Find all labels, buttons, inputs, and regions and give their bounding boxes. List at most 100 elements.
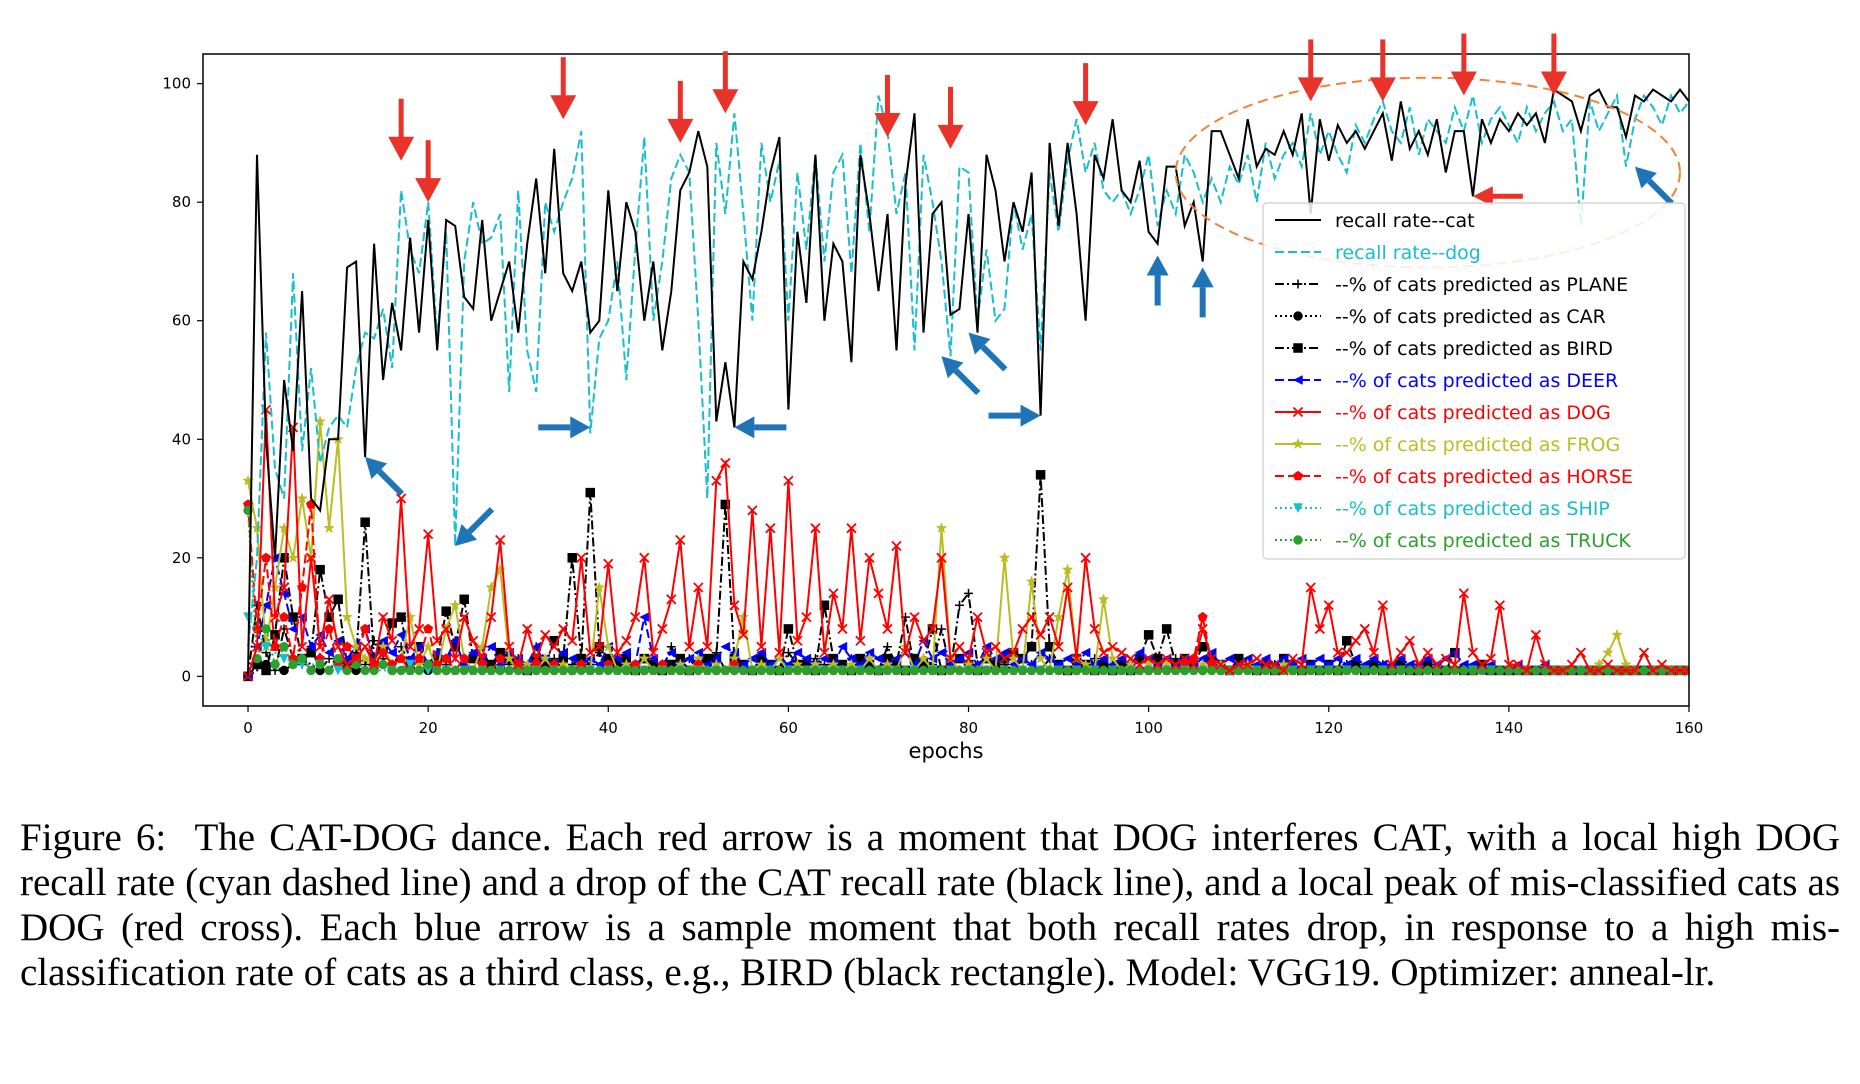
data-point bbox=[657, 623, 668, 635]
data-point bbox=[1106, 652, 1119, 664]
legend-entry: recall rate--dog bbox=[1275, 242, 1481, 264]
legend-label: --% of cats predicted as TRUCK bbox=[1335, 530, 1631, 552]
data-point bbox=[693, 665, 704, 676]
legend-box bbox=[1262, 202, 1686, 560]
data-point bbox=[1098, 653, 1109, 664]
data-point bbox=[1369, 665, 1379, 676]
data-point bbox=[999, 653, 1010, 664]
data-point bbox=[1656, 659, 1668, 670]
red-arrow bbox=[1540, 33, 1567, 96]
data-point bbox=[1458, 588, 1469, 599]
data-point bbox=[1423, 665, 1433, 676]
data-point bbox=[269, 581, 281, 593]
legend-entry: recall rate--cat bbox=[1275, 210, 1475, 232]
x-axis-label: epochs bbox=[909, 739, 984, 763]
legend-entry: --% of cats predicted as SHIP bbox=[1275, 498, 1610, 520]
data-point bbox=[1107, 665, 1118, 676]
blue-arrow bbox=[1146, 255, 1169, 306]
data-point bbox=[630, 611, 641, 623]
data-point bbox=[296, 492, 308, 504]
data-point bbox=[549, 641, 560, 652]
data-point bbox=[639, 612, 650, 622]
data-point bbox=[1629, 665, 1641, 676]
data-point bbox=[315, 564, 325, 575]
data-point bbox=[657, 665, 668, 676]
data-point bbox=[333, 653, 343, 664]
data-point bbox=[278, 588, 289, 599]
data-point bbox=[1342, 665, 1352, 676]
data-point bbox=[1143, 665, 1154, 676]
data-point bbox=[882, 642, 892, 652]
x-tick-label: 0 bbox=[243, 719, 253, 737]
data-point bbox=[1090, 654, 1100, 664]
data-point bbox=[441, 623, 452, 635]
data-point bbox=[261, 665, 271, 676]
data-point bbox=[990, 641, 1001, 652]
data-point bbox=[837, 641, 848, 652]
data-point bbox=[567, 665, 577, 676]
legend-label: recall rate--dog bbox=[1335, 242, 1481, 264]
data-point bbox=[1062, 582, 1073, 593]
data-point bbox=[1017, 623, 1028, 635]
data-point bbox=[449, 599, 461, 611]
legend-marker bbox=[1293, 311, 1303, 321]
data-point bbox=[477, 653, 488, 664]
data-point bbox=[378, 647, 389, 657]
data-point bbox=[558, 665, 568, 676]
legend-marker bbox=[1293, 343, 1303, 353]
data-point bbox=[1098, 665, 1109, 676]
data-point bbox=[612, 653, 623, 664]
series-line-1 bbox=[247, 92, 1689, 647]
data-point bbox=[1360, 665, 1370, 676]
data-point bbox=[377, 611, 389, 623]
data-point bbox=[846, 665, 857, 676]
series-line-0 bbox=[247, 87, 1689, 677]
data-point bbox=[1044, 611, 1055, 623]
data-point bbox=[1053, 641, 1064, 652]
data-point bbox=[1188, 659, 1199, 670]
data-point bbox=[351, 659, 361, 670]
data-point bbox=[1494, 600, 1506, 611]
data-point bbox=[1639, 665, 1649, 676]
data-point bbox=[342, 665, 352, 676]
data-point bbox=[323, 594, 335, 605]
data-point bbox=[1242, 659, 1253, 670]
y-tick-label: 60 bbox=[172, 312, 191, 330]
data-point bbox=[1305, 582, 1316, 593]
data-point bbox=[774, 647, 785, 658]
data-point bbox=[783, 648, 793, 658]
data-point bbox=[1233, 659, 1244, 670]
data-point bbox=[1674, 665, 1686, 676]
data-point bbox=[1296, 659, 1307, 670]
data-point bbox=[323, 522, 335, 534]
data-point bbox=[360, 623, 371, 634]
data-point bbox=[279, 611, 290, 622]
data-point bbox=[1315, 665, 1325, 676]
data-point bbox=[621, 647, 632, 658]
data-point bbox=[873, 653, 884, 664]
data-point bbox=[251, 641, 263, 652]
data-point bbox=[1161, 624, 1172, 634]
data-point bbox=[1620, 665, 1632, 676]
data-point bbox=[1647, 665, 1659, 676]
data-point bbox=[1459, 665, 1469, 676]
data-point bbox=[774, 665, 785, 676]
data-point bbox=[1521, 665, 1533, 676]
data-point bbox=[405, 659, 416, 670]
data-point bbox=[1440, 653, 1451, 664]
data-point bbox=[891, 665, 902, 676]
legend-entry: --% of cats predicted as BIRD bbox=[1275, 338, 1613, 360]
data-point bbox=[702, 665, 713, 676]
data-point bbox=[486, 611, 497, 623]
data-point bbox=[1197, 623, 1208, 635]
data-point bbox=[324, 654, 334, 664]
data-point bbox=[738, 629, 749, 641]
legend-entry: --% of cats predicted as PLANE bbox=[1275, 274, 1628, 296]
data-point bbox=[981, 647, 992, 658]
data-point bbox=[414, 641, 424, 652]
data-point bbox=[1143, 653, 1154, 664]
data-point bbox=[522, 665, 532, 676]
legend-label: recall rate--cat bbox=[1335, 210, 1475, 232]
legend-label: --% of cats predicted as BIRD bbox=[1335, 338, 1613, 360]
data-point bbox=[288, 624, 298, 634]
